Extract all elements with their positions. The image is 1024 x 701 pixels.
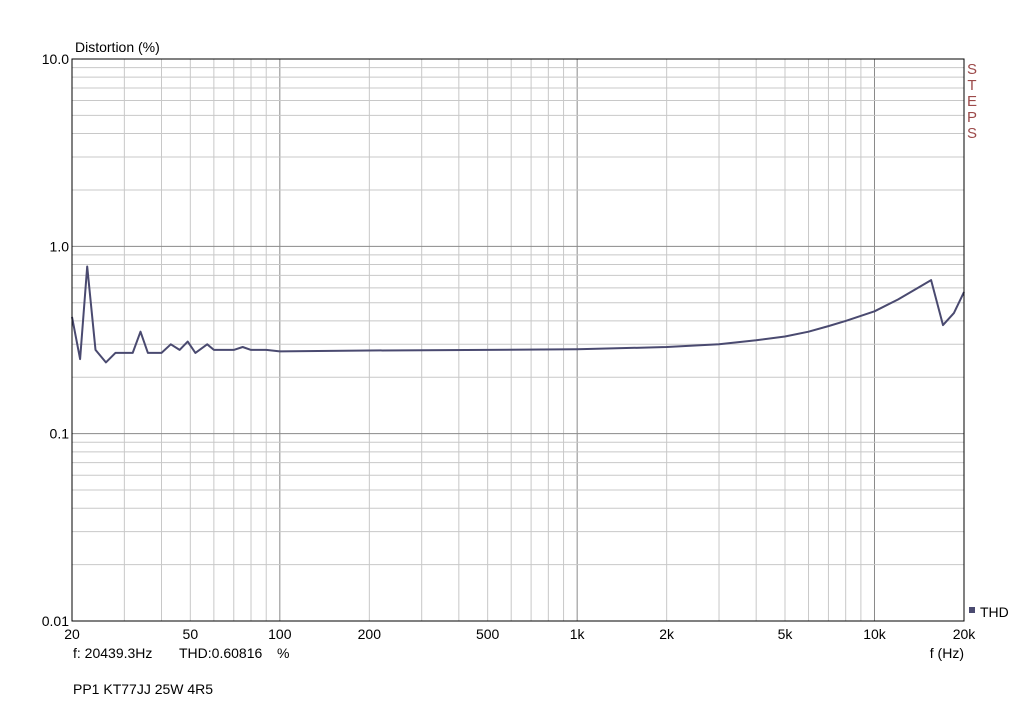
x-tick-label: 20k (953, 626, 977, 642)
readout-unit: % (277, 645, 290, 661)
y-tick-label: 0.1 (50, 426, 70, 442)
x-tick-label: 10k (863, 626, 887, 642)
y-axis-label: Distortion (%) (75, 39, 160, 55)
steps-side-letter: E (967, 93, 977, 110)
series-line-thd (71, 265, 965, 364)
y-tick-label: 0.01 (42, 613, 69, 629)
x-tick-label: 1k (570, 626, 586, 642)
readout-thd: THD:0.60816 (179, 645, 263, 661)
x-tick-label: 500 (476, 626, 500, 642)
legend-swatch-thd (969, 607, 975, 613)
x-axis-label: f (Hz) (930, 645, 964, 661)
y-tick-label: 1.0 (50, 238, 70, 254)
series-layer (71, 265, 965, 364)
steps-side-letter: S (967, 61, 977, 78)
chart-caption: PP1 KT77JJ 25W 4R5 (73, 681, 214, 697)
x-tick-label: 2k (659, 626, 675, 642)
plot-frame (71, 58, 965, 622)
x-tick-label: 100 (268, 626, 292, 642)
grid (71, 59, 965, 622)
x-tick-label: 20 (64, 626, 80, 642)
steps-side-letter: T (967, 77, 976, 94)
y-tick-label: 10.0 (42, 51, 69, 67)
x-tick-label: 200 (358, 626, 382, 642)
x-tick-label: 5k (778, 626, 794, 642)
legend-label-thd: THD (980, 604, 1009, 620)
steps-side-letter: S (967, 125, 977, 142)
readout-frequency: f: 20439.3Hz (73, 645, 153, 661)
steps-side-letter: P (967, 109, 977, 126)
tick-labels: 20 50 100 200 500 1k 2k 5k 10k 20k 10.0 1.0 0.1 0.01 (42, 51, 977, 642)
x-tick-label: 50 (183, 626, 199, 642)
